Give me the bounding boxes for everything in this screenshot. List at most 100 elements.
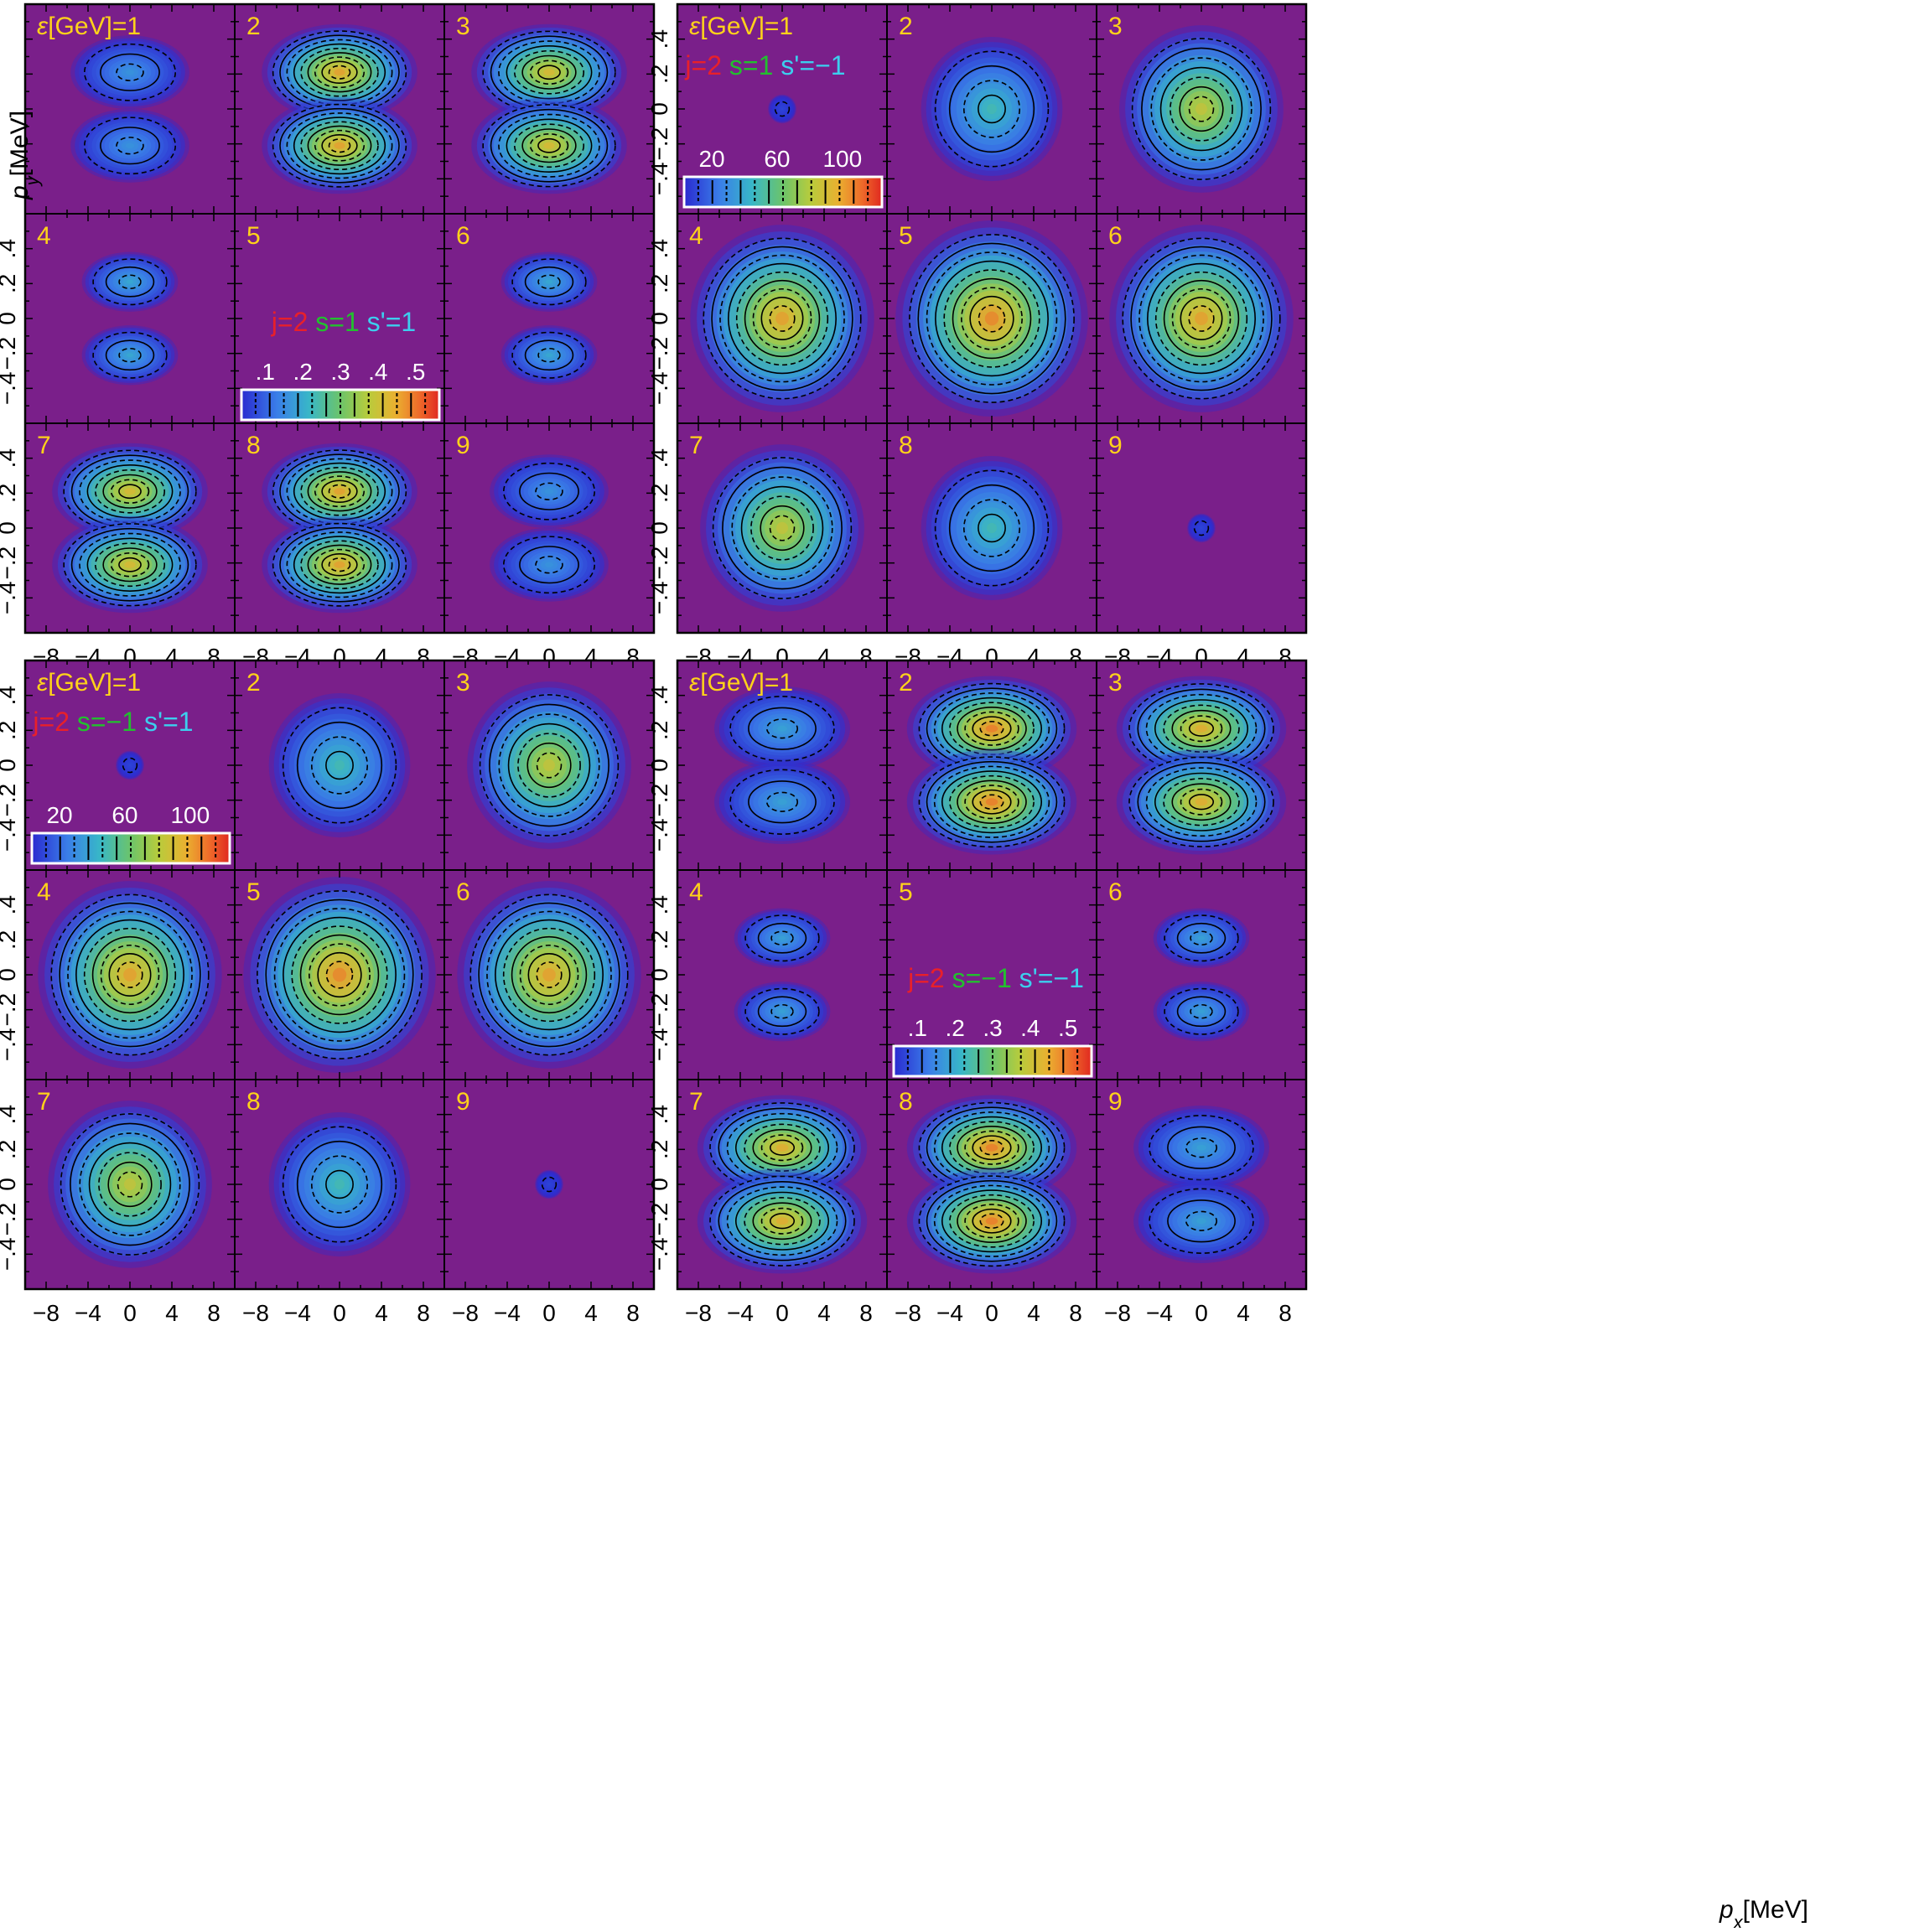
y-tick-label: .2 xyxy=(646,65,672,84)
y-tick-label: −.4 xyxy=(646,162,672,195)
x-tick-label: −4 xyxy=(75,1300,101,1326)
density-band xyxy=(334,1178,345,1190)
panel-number: 3 xyxy=(456,669,470,697)
y-tick-label: .2 xyxy=(0,484,20,503)
x-tick-label: 8 xyxy=(207,1300,220,1326)
y-tick-label: −.4 xyxy=(0,581,20,614)
contour-line xyxy=(94,469,166,514)
contour-line xyxy=(307,544,372,585)
density-band xyxy=(124,561,136,568)
s-label: s=−1 xyxy=(952,963,1019,993)
group-frame xyxy=(676,659,1308,1291)
contour-line xyxy=(328,138,351,153)
contour-line xyxy=(1145,767,1258,837)
density-band xyxy=(781,107,784,111)
contour-line xyxy=(957,1126,1027,1170)
contour-line xyxy=(513,49,585,95)
x-tick-label: 0 xyxy=(1195,1300,1208,1326)
contour-line xyxy=(279,526,400,603)
density-band xyxy=(1197,1009,1206,1014)
y-tick-label: .4 xyxy=(646,1105,672,1124)
density-band xyxy=(986,522,998,534)
contour-line xyxy=(293,117,386,175)
x-tick-label: −4 xyxy=(494,1300,521,1326)
x-tick-label: 8 xyxy=(1278,1300,1292,1326)
contour-line xyxy=(769,1139,796,1156)
contour-layer xyxy=(81,251,179,386)
contour-line xyxy=(117,1171,143,1198)
contour-layer xyxy=(734,908,831,1042)
contour-line xyxy=(718,1180,847,1261)
density-band xyxy=(126,353,134,358)
y-tick-label: −.2 xyxy=(0,337,20,370)
contour-line xyxy=(328,557,351,572)
contour-line xyxy=(314,548,366,581)
contour-line xyxy=(70,1122,190,1246)
contour-line xyxy=(1185,1137,1218,1158)
panel-number: 2 xyxy=(899,13,913,40)
contour-line xyxy=(952,277,1032,360)
contour-line xyxy=(107,1161,153,1208)
panel-number: 9 xyxy=(1108,432,1123,459)
density-band xyxy=(1195,724,1208,733)
contour-line xyxy=(1171,783,1232,821)
panel-2-9: 9 xyxy=(1096,422,1307,634)
contour-line xyxy=(511,258,587,306)
y-tick-label: .4 xyxy=(0,895,20,914)
contour-line xyxy=(50,893,210,1056)
x-tick-label: −8 xyxy=(242,1300,269,1326)
colorbar-tick-label: .2 xyxy=(945,1015,964,1041)
contour-line xyxy=(321,479,358,503)
x-tick-label: 4 xyxy=(584,1300,598,1326)
panel-number: 8 xyxy=(899,1088,913,1116)
y-tick-label: −.4 xyxy=(646,371,672,405)
group-frame xyxy=(23,3,656,635)
contour-line xyxy=(537,274,561,290)
panel-number: 5 xyxy=(246,878,261,906)
contour-line xyxy=(972,716,1012,742)
contour-line xyxy=(118,274,142,290)
panel-1-5: 5 j=2 s=1 s'=1 .1 .2 .3 .4 .5 xyxy=(234,213,445,424)
contour-line xyxy=(317,951,362,998)
contour-line xyxy=(933,765,1050,838)
contour-line xyxy=(310,1155,369,1214)
sp-label: s'=1 xyxy=(144,707,194,737)
panel-1-2: 2 xyxy=(234,3,445,215)
contour-line xyxy=(949,774,1035,829)
colorbar-tick-label: .3 xyxy=(330,359,350,385)
sp-label: s'=−1 xyxy=(781,50,845,80)
y-tick-label: .2 xyxy=(0,930,20,950)
density-band xyxy=(777,799,787,805)
contour-line xyxy=(744,987,820,1035)
contour-line xyxy=(79,1132,181,1236)
contour-line xyxy=(498,713,600,817)
panel-1-4: 4 xyxy=(24,213,236,424)
y-tick-label: −.4 xyxy=(646,818,672,852)
y-tick-label: .2 xyxy=(646,484,672,503)
contour-layer xyxy=(768,94,796,124)
contour-line xyxy=(1188,794,1215,811)
y-axis-label: py[MeV] xyxy=(6,111,43,200)
y-tick-label: −.2 xyxy=(646,1203,672,1236)
panel-2-2: 2 xyxy=(886,3,1097,215)
sp-label: s'=1 xyxy=(367,307,417,337)
contour-line xyxy=(1171,709,1232,748)
contour-line xyxy=(529,60,569,85)
panel-1-8: 8 xyxy=(234,422,445,634)
contour-line xyxy=(1137,761,1266,842)
contour-line xyxy=(527,953,571,997)
panel-1-9: 9 xyxy=(443,422,655,634)
contour-line xyxy=(1179,85,1224,132)
contour-line xyxy=(757,996,807,1028)
contour-line xyxy=(933,692,1050,765)
contour-line xyxy=(507,723,591,808)
y-tick-label: .4 xyxy=(0,686,20,705)
contour-line xyxy=(495,919,604,1031)
colorbar-tick-label: .5 xyxy=(406,359,425,385)
panel-number: ε[GeV]=1 xyxy=(37,13,141,40)
density-band xyxy=(984,311,999,326)
y-tick-label: .4 xyxy=(646,686,672,705)
contour-line xyxy=(909,234,1075,403)
y-tick-label: .4 xyxy=(646,448,672,468)
contour-line xyxy=(957,780,1027,824)
